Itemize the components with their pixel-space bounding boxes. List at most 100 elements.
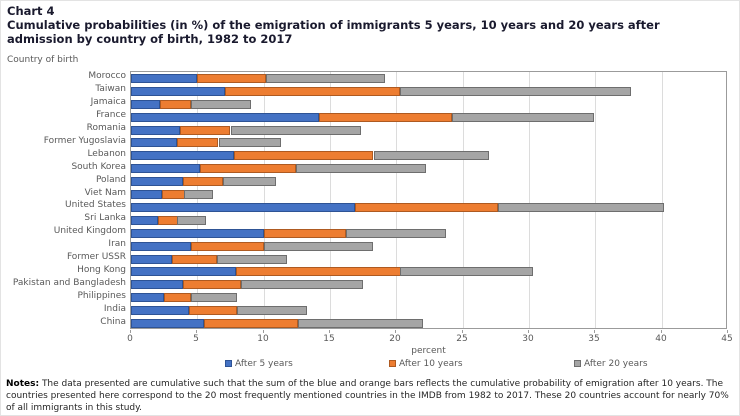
category-label: Romania <box>86 123 126 133</box>
bar-segment <box>160 100 191 109</box>
x-axis-title: percent <box>411 346 446 356</box>
bar-segment <box>298 319 423 328</box>
tick-mark <box>395 330 396 333</box>
bar-segment <box>131 255 172 264</box>
bar-segment <box>234 151 373 160</box>
gridline <box>197 72 198 328</box>
legend-label: After 20 years <box>584 359 648 369</box>
tick-label: 10 <box>257 334 269 344</box>
category-label: China <box>100 317 126 327</box>
gridline <box>330 72 331 328</box>
bar-segment <box>236 267 401 276</box>
legend-swatch-icon <box>225 360 232 367</box>
tick-label: 0 <box>127 334 133 344</box>
bar-segment <box>131 216 158 225</box>
tick-mark <box>196 330 197 333</box>
bar-segment <box>266 74 385 83</box>
category-label: Sri Lanka <box>84 213 126 223</box>
bar-segment <box>241 280 363 289</box>
bar-segment <box>400 87 631 96</box>
bar-segment <box>217 255 287 264</box>
bar-segment <box>200 164 296 173</box>
bar-segment <box>177 138 218 147</box>
tick-mark <box>263 330 264 333</box>
bar-segment <box>131 280 183 289</box>
category-label: Taiwan <box>95 84 126 94</box>
bar-segment <box>131 203 355 212</box>
bar-segment <box>131 306 189 315</box>
legend-item: After 5 years <box>225 359 293 371</box>
bar-segment <box>131 74 197 83</box>
chart-title: Cumulative probabilities (in %) of the e… <box>7 18 660 46</box>
bar-segment <box>180 126 230 135</box>
bar-segment <box>184 190 213 199</box>
bar-segment <box>131 319 204 328</box>
gridline <box>463 72 464 328</box>
legend-label: After 10 years <box>399 359 463 369</box>
tick-mark <box>130 330 131 333</box>
bar-segment <box>452 113 594 122</box>
tick-mark <box>661 330 662 333</box>
bar-segment <box>131 126 180 135</box>
chart-number: Chart 4 <box>7 4 55 18</box>
bar-segment <box>231 126 361 135</box>
category-label: India <box>103 304 126 314</box>
bar-segment <box>219 138 281 147</box>
bar-segment <box>189 306 237 315</box>
bar-segment <box>374 151 489 160</box>
bar-segment <box>131 177 183 186</box>
y-axis-title: Country of birth <box>7 55 79 65</box>
tick-label: 25 <box>456 334 468 344</box>
tick-label: 5 <box>193 334 199 344</box>
legend-item: After 10 years <box>389 359 463 371</box>
bar-segment <box>191 242 264 251</box>
bar-segment <box>264 242 373 251</box>
bar-segment <box>183 280 241 289</box>
bar-segment <box>158 216 178 225</box>
tick-label: 40 <box>655 334 667 344</box>
bar-segment <box>191 293 237 302</box>
category-label: Hong Kong <box>77 265 126 275</box>
gridline <box>595 72 596 328</box>
category-label: Iran <box>108 239 126 249</box>
bar-segment <box>204 319 298 328</box>
gridline <box>662 72 663 328</box>
bar-segment <box>197 74 266 83</box>
bar-segment <box>131 229 264 238</box>
category-label: Pakistan and Bangladesh <box>12 278 126 288</box>
category-label: Viet Nam <box>84 188 126 198</box>
bar-segment <box>164 293 191 302</box>
bar-segment <box>237 306 307 315</box>
tick-mark <box>594 330 595 333</box>
tick-label: 30 <box>522 334 534 344</box>
bar-segment <box>191 100 251 109</box>
plot-area <box>130 71 727 329</box>
bar-segment <box>296 164 426 173</box>
category-label: Philippines <box>77 291 127 301</box>
legend-swatch-icon <box>389 360 396 367</box>
gridline <box>264 72 265 328</box>
category-label: United States <box>65 200 126 210</box>
bar-segment <box>131 151 234 160</box>
tick-mark <box>329 330 330 333</box>
category-label: Former Yugoslavia <box>43 136 126 146</box>
tick-label: 20 <box>389 334 401 344</box>
bar-segment <box>264 229 346 238</box>
bar-segment <box>172 255 217 264</box>
bar-segment <box>131 242 191 251</box>
notes: Notes: The data presented are cumulative… <box>6 378 736 414</box>
legend-item: After 20 years <box>574 359 648 371</box>
tick-label: 45 <box>721 334 733 344</box>
bar-segment <box>183 177 223 186</box>
gridline <box>529 72 530 328</box>
bar-segment <box>131 113 319 122</box>
bar-segment <box>131 267 236 276</box>
bar-segment <box>223 177 276 186</box>
bar-segment <box>162 190 185 199</box>
bar-segment <box>131 293 164 302</box>
bar-segment <box>177 216 206 225</box>
tick-mark <box>462 330 463 333</box>
gridline <box>396 72 397 328</box>
tick-label: 15 <box>323 334 335 344</box>
